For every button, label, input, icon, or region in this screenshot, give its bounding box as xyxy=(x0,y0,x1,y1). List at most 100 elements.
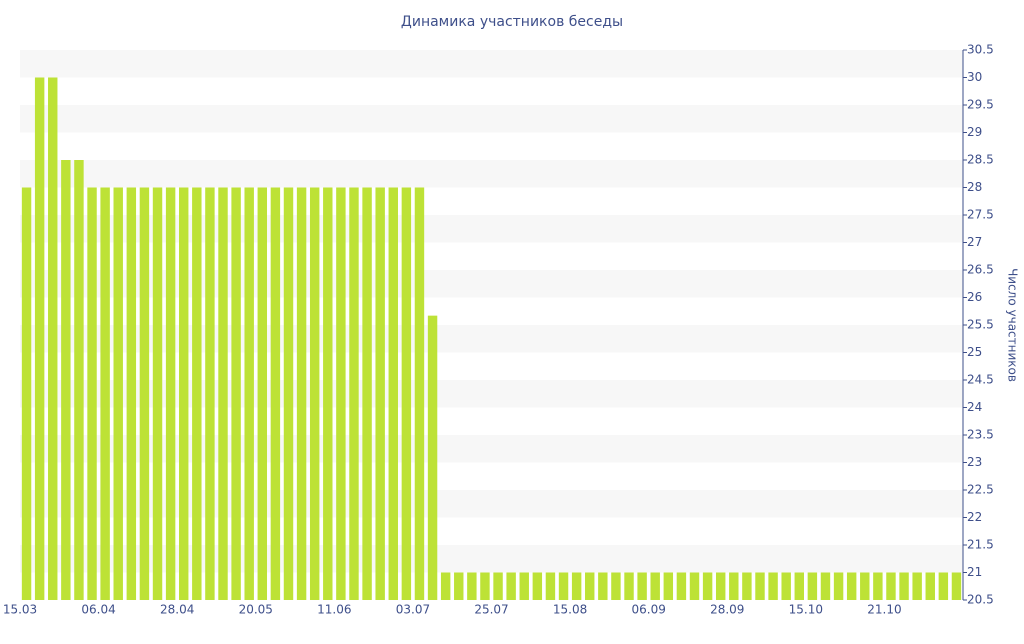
bar xyxy=(598,572,608,600)
bar xyxy=(611,572,621,600)
bar xyxy=(375,187,385,600)
bar xyxy=(388,187,398,600)
grid-band xyxy=(20,435,963,463)
bar xyxy=(362,187,372,600)
bar xyxy=(309,187,320,600)
grid-band xyxy=(20,105,963,133)
x-tick-label: 20.05 xyxy=(239,603,273,617)
x-tick-label: 28.09 xyxy=(710,603,744,617)
y-tick-label: 25 xyxy=(967,345,982,359)
bar xyxy=(912,572,922,600)
bar xyxy=(48,77,58,600)
bar xyxy=(61,160,71,600)
bar xyxy=(558,572,569,600)
x-tick-label: 03.07 xyxy=(396,603,430,617)
grid-band xyxy=(20,160,963,188)
y-tick-label: 27 xyxy=(967,235,982,249)
bar xyxy=(74,160,84,600)
bar xyxy=(205,187,215,600)
grid-band xyxy=(20,270,963,298)
bar xyxy=(218,187,228,600)
y-tick-label: 23 xyxy=(967,455,982,469)
bar xyxy=(165,187,176,600)
bar xyxy=(715,572,726,600)
bar xyxy=(152,187,163,600)
bar xyxy=(480,572,490,600)
x-tick-label: 21.10 xyxy=(867,603,901,617)
bar xyxy=(21,187,32,600)
x-tick-label: 25.07 xyxy=(474,603,508,617)
bar xyxy=(139,187,150,600)
y-tick-label: 28.5 xyxy=(967,153,994,167)
y-tick-label: 28 xyxy=(967,180,982,194)
bar xyxy=(663,572,674,600)
bar xyxy=(34,77,45,600)
bar xyxy=(440,572,451,600)
bar xyxy=(414,187,425,600)
chart-title: Динамика участников беседы xyxy=(401,14,623,30)
bar xyxy=(899,572,909,600)
bar xyxy=(650,572,660,600)
bar xyxy=(545,572,556,600)
bar xyxy=(676,572,687,600)
bar xyxy=(689,572,700,600)
bar xyxy=(755,572,765,600)
bar xyxy=(807,572,818,600)
bar xyxy=(231,187,241,600)
bar xyxy=(637,572,647,600)
grid-band xyxy=(20,215,963,243)
bar xyxy=(349,187,359,600)
x-tick-label: 15.03 xyxy=(3,603,37,617)
y-tick-label: 27.5 xyxy=(967,208,994,222)
y-tick-label: 22 xyxy=(967,510,982,524)
x-tick-label: 06.04 xyxy=(81,603,115,617)
y-tick-label: 25.5 xyxy=(967,318,994,332)
y-tick-label: 29 xyxy=(967,125,982,139)
y-tick-label: 21 xyxy=(967,565,982,579)
bar xyxy=(493,572,503,600)
grid-band xyxy=(20,490,963,518)
bar xyxy=(467,572,477,600)
y-tick-label: 26.5 xyxy=(967,263,994,277)
y-tick-label: 20.5 xyxy=(967,593,994,607)
y-axis-label: Число участников xyxy=(1006,268,1020,382)
bar xyxy=(270,187,281,600)
grid-band xyxy=(20,325,963,353)
bar xyxy=(296,187,307,600)
y-tick-label: 24 xyxy=(967,400,982,414)
bar xyxy=(427,315,438,600)
y-tick-label: 24.5 xyxy=(967,373,994,387)
bar xyxy=(100,187,110,600)
x-tick-label: 28.04 xyxy=(160,603,194,617)
bar xyxy=(820,572,831,600)
bar xyxy=(257,187,268,600)
bar xyxy=(323,187,333,600)
bar xyxy=(585,572,595,600)
bar xyxy=(454,572,464,600)
grid-band xyxy=(20,545,963,573)
y-tick-label: 23.5 xyxy=(967,428,994,442)
y-tick-label: 26 xyxy=(967,290,982,304)
bar xyxy=(886,572,896,600)
x-tick-label: 15.08 xyxy=(553,603,587,617)
y-tick-label: 22.5 xyxy=(967,483,994,497)
y-tick-label: 30 xyxy=(967,70,982,84)
bar xyxy=(833,572,844,600)
bar xyxy=(702,572,713,600)
bar xyxy=(571,572,582,600)
bar xyxy=(925,572,935,600)
bar xyxy=(846,572,857,600)
x-tick-label: 15.10 xyxy=(789,603,823,617)
bar xyxy=(244,187,254,600)
bar xyxy=(519,572,529,600)
bar xyxy=(873,572,883,600)
bar xyxy=(794,572,804,600)
y-tick-label: 21.5 xyxy=(967,538,994,552)
y-tick-label: 29.5 xyxy=(967,98,994,112)
x-tick-label: 06.09 xyxy=(631,603,665,617)
bar xyxy=(506,572,516,600)
bar xyxy=(729,572,739,600)
bar xyxy=(126,187,137,600)
bar xyxy=(336,187,346,600)
